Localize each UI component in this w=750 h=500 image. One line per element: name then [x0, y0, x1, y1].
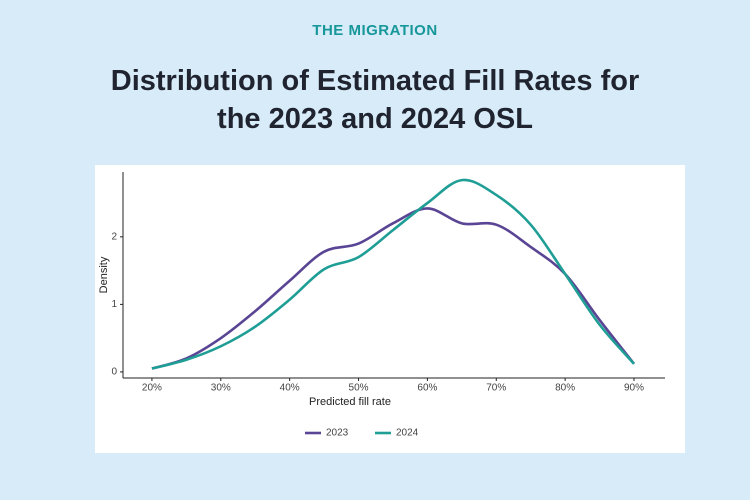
- x-tick-label: 40%: [280, 383, 300, 394]
- y-tick-label: 0: [111, 367, 117, 378]
- chart-title: Distribution of Estimated Fill Rates for…: [110, 65, 640, 135]
- x-tick-label: 50%: [349, 383, 369, 394]
- x-tick-label: 90%: [624, 383, 644, 394]
- y-axis-label: Density: [98, 256, 110, 293]
- legend-label: 2024: [396, 428, 419, 439]
- x-tick-label: 70%: [486, 383, 506, 394]
- legend-label: 2023: [326, 428, 349, 439]
- brand: THE MIGRATION: [312, 22, 438, 39]
- x-axis-label: Predicted fill rate: [309, 396, 391, 408]
- line-series: [151, 207, 636, 370]
- x-tick-label: 80%: [555, 383, 575, 394]
- y-tick-label: 1: [111, 299, 117, 310]
- y-tick-label: 2: [111, 231, 117, 242]
- chart-panel: [95, 165, 685, 453]
- line-series: [151, 178, 635, 370]
- x-tick-label: 60%: [417, 383, 437, 394]
- x-tick-label: 20%: [142, 383, 162, 394]
- x-tick-label: 30%: [211, 383, 231, 394]
